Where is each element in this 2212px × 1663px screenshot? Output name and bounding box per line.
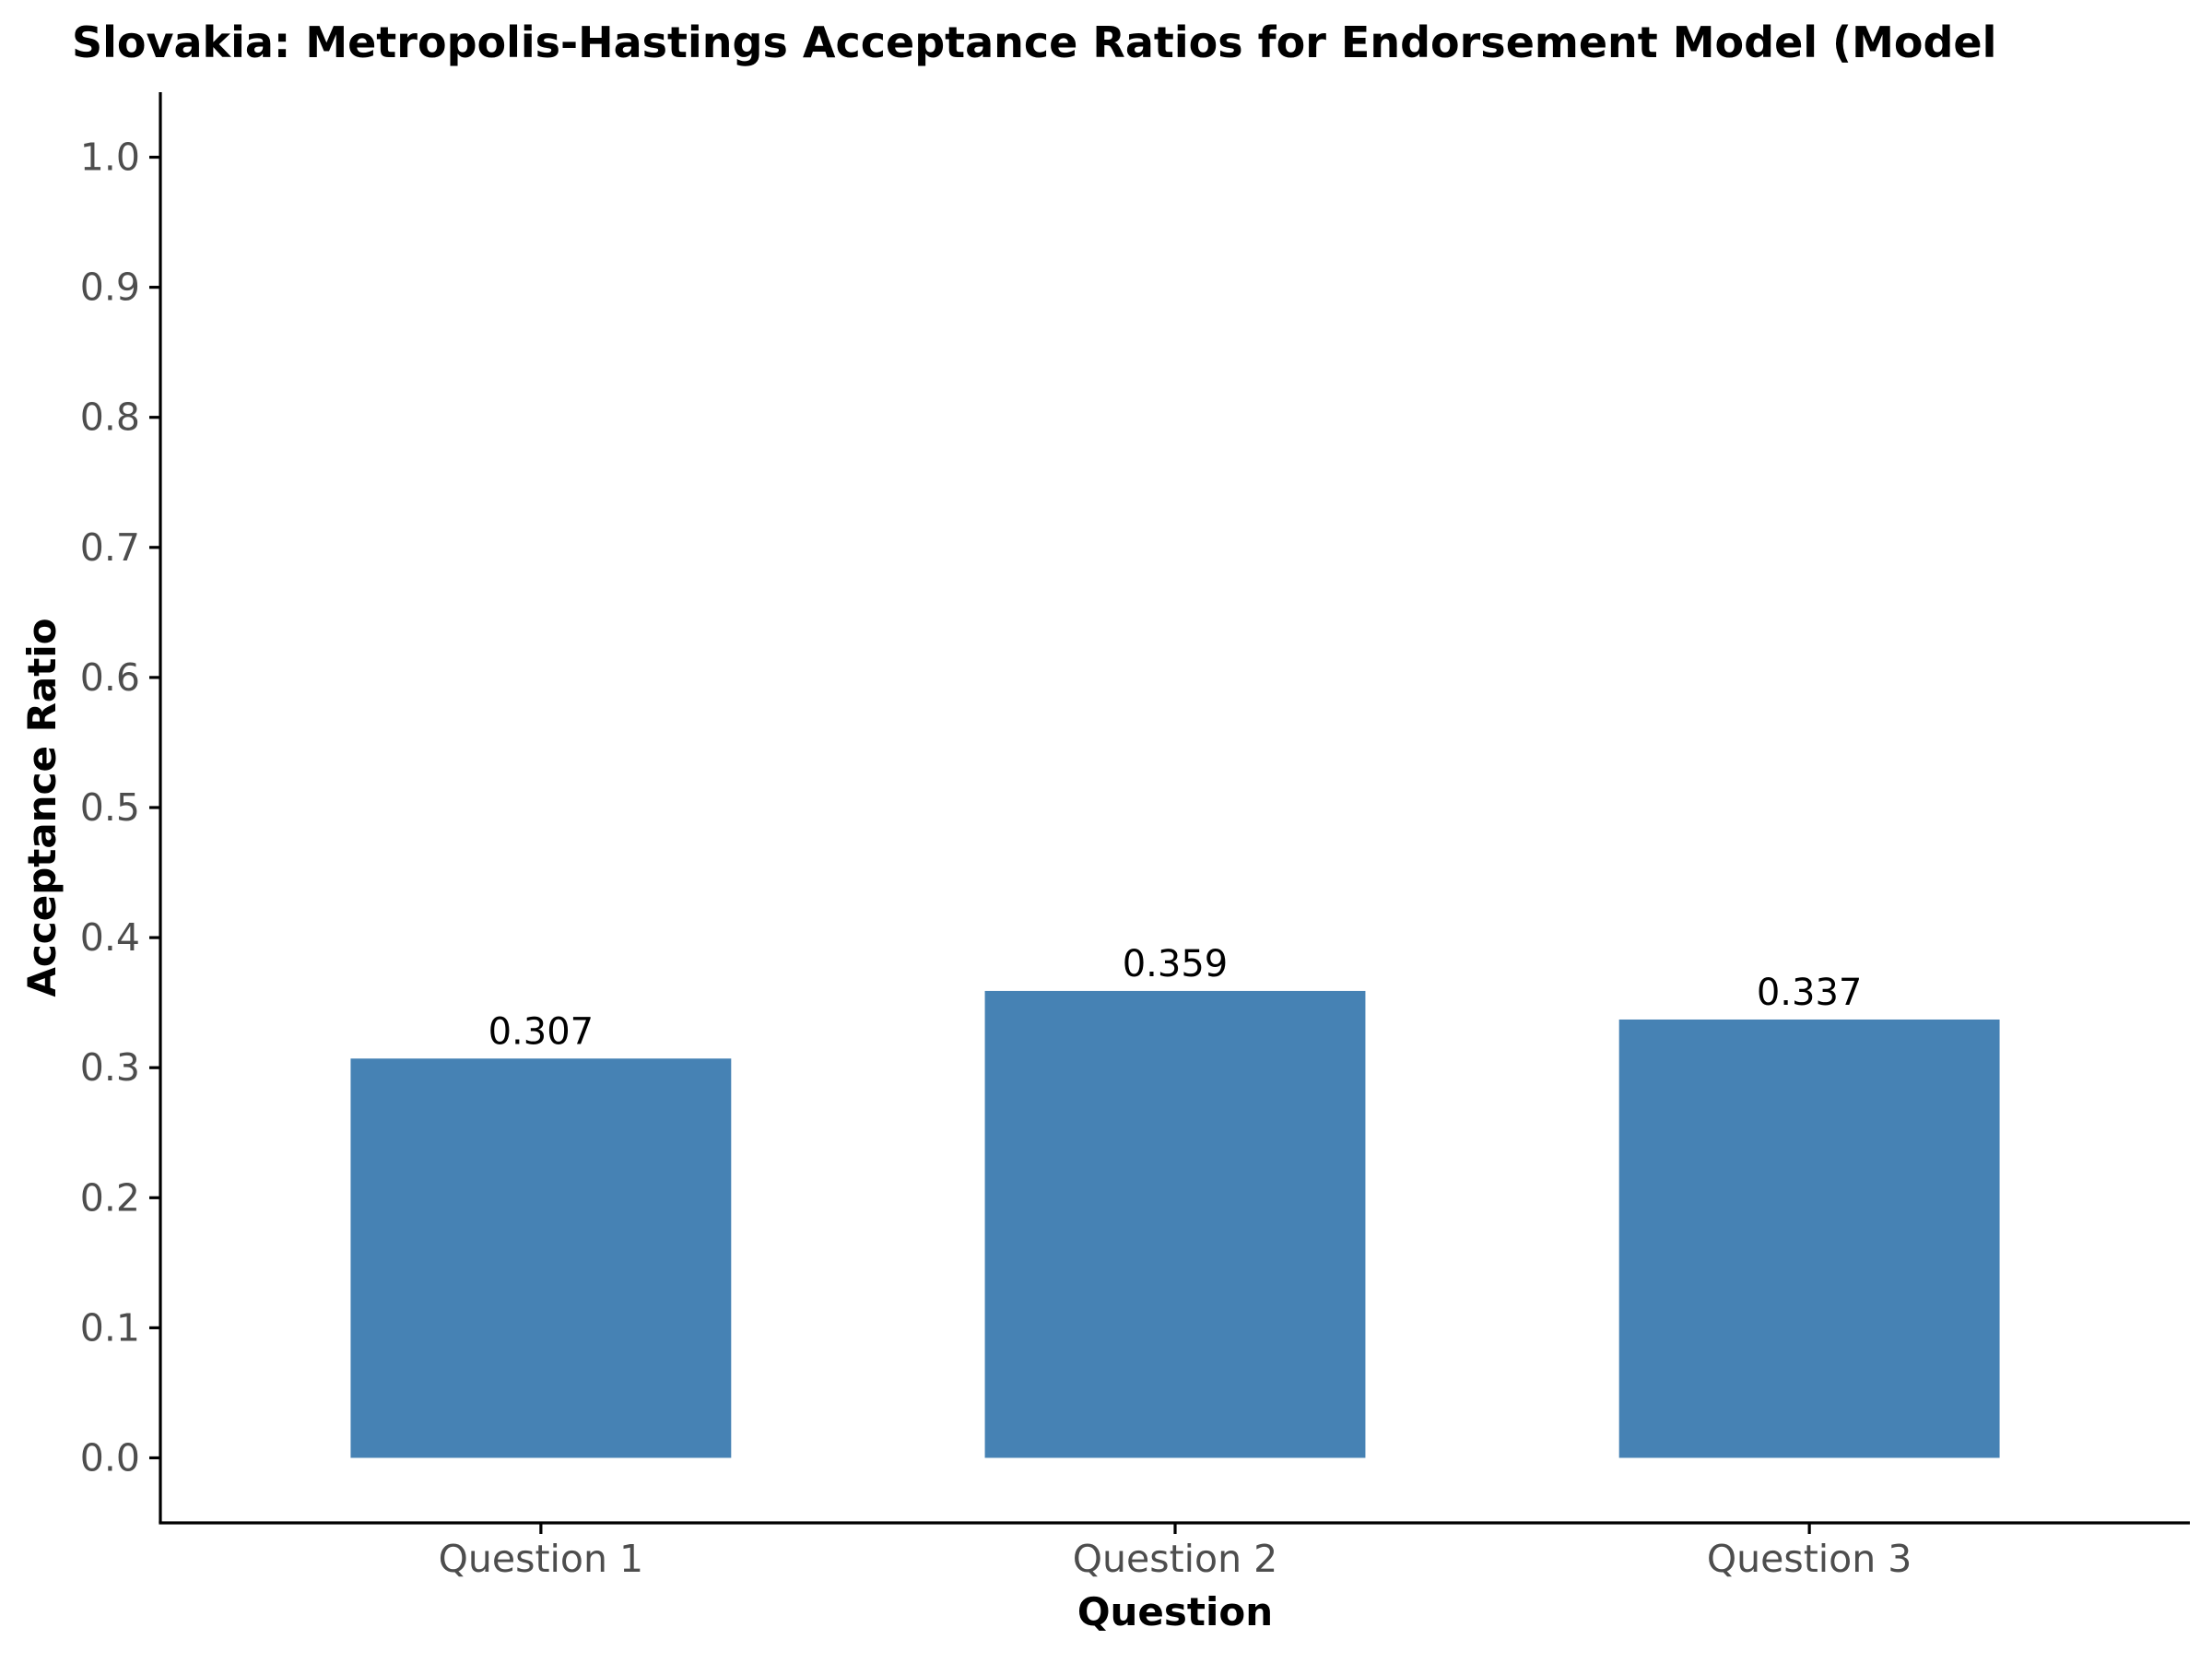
chart-title: Slovakia: Metropolis-Hastings Acceptance… (72, 18, 1996, 67)
y-tick-label: 0.6 (80, 655, 140, 700)
x-axis: Question 1 Question 2 Question 3 (159, 1521, 2190, 1581)
bars (350, 990, 2000, 1458)
y-axis: 0.0 0.1 0.2 0.3 0.4 0.5 0.6 0.7 0.8 0.9 1.0 (80, 92, 162, 1523)
y-tick-label: 1.0 (80, 136, 140, 180)
y-tick-label: 0.8 (80, 395, 140, 440)
bar (350, 1058, 732, 1458)
data-label: 0.307 (488, 1010, 594, 1053)
y-tick-label: 0.0 (80, 1435, 140, 1480)
y-tick-label: 0.1 (80, 1305, 140, 1350)
bar (984, 990, 1366, 1458)
data-label: 0.359 (1123, 943, 1229, 985)
bar (1618, 1019, 2000, 1458)
y-tick-label: 0.5 (80, 785, 140, 830)
x-tick-label: Question 2 (1073, 1537, 1278, 1581)
data-labels: 0.307 0.359 0.337 (488, 943, 1863, 1053)
data-label: 0.337 (1757, 972, 1863, 1014)
y-axis-title: Acceptance Ratio (19, 618, 65, 997)
y-tick-label: 0.2 (80, 1175, 140, 1220)
y-tick-label: 0.4 (80, 915, 140, 960)
x-axis-title: Question (1077, 1589, 1273, 1634)
y-tick-label: 0.7 (80, 525, 140, 570)
x-tick-label: Question 3 (1707, 1537, 1912, 1581)
x-tick-label: Question 1 (439, 1537, 644, 1581)
y-tick-label: 0.9 (80, 265, 140, 310)
y-tick-label: 0.3 (80, 1045, 140, 1090)
